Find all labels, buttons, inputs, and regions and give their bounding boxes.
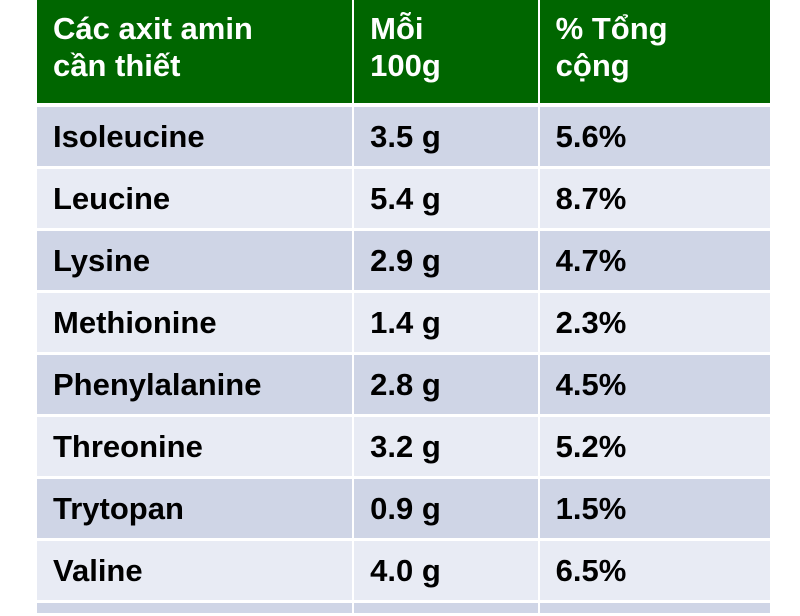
percent-total: 6.5% [539, 541, 771, 600]
table-row: Leucine 5.4 g 8.7% [37, 169, 771, 228]
amino-acid-name: Phenylalanine [37, 355, 353, 414]
amino-acid-name: Methionine [37, 293, 353, 352]
percent-total: 1.5% [539, 479, 771, 538]
cell [539, 603, 771, 613]
percent-total: 5.2% [539, 417, 771, 476]
header-percent-total: % Tổng cộng [539, 0, 771, 103]
amount-per-100g: 2.9 g [354, 231, 538, 290]
amino-acid-name: Leucine [37, 169, 353, 228]
table-row: Isoleucine 3.5 g 5.6% [37, 107, 771, 166]
amino-acid-name: Isoleucine [37, 107, 353, 166]
amino-acid-name: Lysine [37, 231, 353, 290]
amount-per-100g: 2.8 g [354, 355, 538, 414]
table-row: Trytopan 0.9 g 1.5% [37, 479, 771, 538]
header-per-100g: Mỗi 100g [354, 0, 538, 103]
table-header: Các axit amin cần thiết Mỗi 100g % Tổng … [37, 0, 771, 103]
amino-acid-name: Trytopan [37, 479, 353, 538]
amount-per-100g: 5.4 g [354, 169, 538, 228]
percent-total: 5.6% [539, 107, 771, 166]
amount-per-100g: 3.5 g [354, 107, 538, 166]
table-row: Methionine 1.4 g 2.3% [37, 293, 771, 352]
amino-acid-table: Các axit amin cần thiết Mỗi 100g % Tổng … [37, 0, 771, 616]
table-row: Threonine 3.2 g 5.2% [37, 417, 771, 476]
table-row: Valine 4.0 g 6.5% [37, 541, 771, 600]
amino-acid-name: Valine [37, 541, 353, 600]
percent-total: 4.5% [539, 355, 771, 414]
amount-per-100g: 4.0 g [354, 541, 538, 600]
header-amino-acid: Các axit amin cần thiết [37, 0, 353, 103]
amount-per-100g: 1.4 g [354, 293, 538, 352]
amount-per-100g: 3.2 g [354, 417, 538, 476]
table-row: Phenylalanine 2.8 g 4.5% [37, 355, 771, 414]
table-row-partial [37, 603, 771, 613]
cell [37, 603, 353, 613]
table-row: Lysine 2.9 g 4.7% [37, 231, 771, 290]
percent-total: 2.3% [539, 293, 771, 352]
amount-per-100g: 0.9 g [354, 479, 538, 538]
cell [354, 603, 538, 613]
percent-total: 8.7% [539, 169, 771, 228]
percent-total: 4.7% [539, 231, 771, 290]
amino-acid-name: Threonine [37, 417, 353, 476]
